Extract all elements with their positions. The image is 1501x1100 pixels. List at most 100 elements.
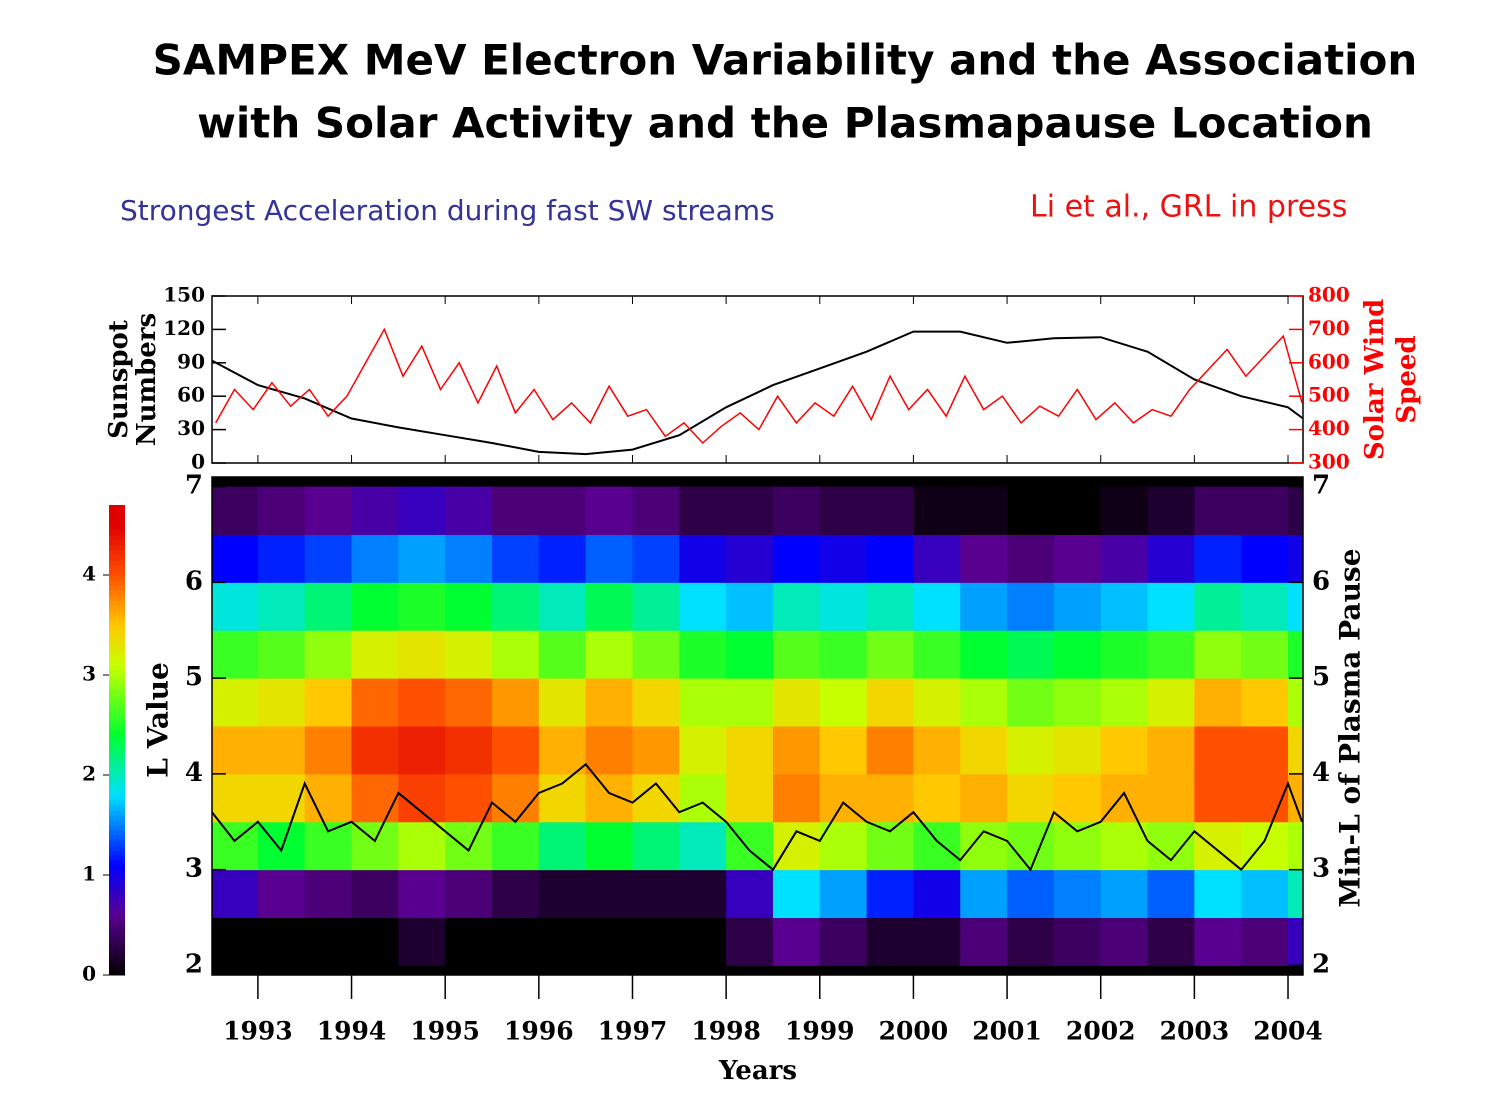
heat-cell [1053, 726, 1102, 775]
heat-cell [1147, 917, 1195, 966]
heat-cell [1147, 486, 1195, 535]
heat-cell [1007, 726, 1055, 775]
heat-cell [913, 486, 961, 535]
colorbar-step [109, 525, 125, 531]
heat-cell [257, 726, 306, 775]
y-tick-label: 30 [177, 416, 205, 440]
heat-cell [913, 678, 961, 727]
y-tick-label: 2 [1312, 949, 1330, 979]
heat-cell [398, 869, 446, 919]
heat-cell [819, 630, 868, 679]
heat-cell [1194, 773, 1242, 823]
heat-cell [866, 678, 914, 727]
heat-cell [632, 917, 680, 966]
heat-cell [304, 726, 353, 775]
colorbar-step [109, 620, 125, 626]
colorbar-step [109, 685, 125, 691]
heat-cell [212, 678, 259, 727]
data-line [211, 330, 1304, 456]
heat-cell [538, 582, 587, 631]
heat-cell [257, 917, 306, 966]
heat-cell [866, 486, 914, 535]
heat-cell [772, 486, 821, 535]
heat-cell [492, 917, 540, 966]
colorbar-step [109, 715, 125, 721]
heat-cell [1288, 630, 1304, 679]
heat-cell [960, 917, 1008, 966]
y-axis-label: Sunspot [104, 320, 134, 439]
heat-cell [819, 678, 868, 727]
heat-cell [398, 534, 446, 583]
heat-cell [1007, 678, 1055, 727]
heat-cell [1194, 630, 1242, 679]
heat-cell [913, 534, 961, 583]
heat-cell [212, 773, 259, 823]
x-axis-label: Years [718, 1056, 797, 1086]
colorbar-step [109, 875, 125, 881]
heat-cell [1100, 821, 1149, 871]
heat-cell [1194, 726, 1242, 775]
heat-cell [632, 773, 680, 823]
colorbar-step [109, 665, 125, 671]
heat-cell [1007, 534, 1055, 583]
colorbar-step [109, 660, 125, 666]
heat-cell [726, 869, 774, 919]
plot-frame [211, 476, 1304, 976]
colorbar-step [109, 820, 125, 826]
title-line: SAMPEX MeV Electron Variability and the … [153, 36, 1418, 85]
heat-cell [538, 678, 587, 727]
heat-cell [632, 534, 680, 583]
heat-cell [1053, 917, 1102, 966]
colorbar-step [109, 510, 125, 516]
heat-cell [1007, 773, 1055, 823]
heat-cell [212, 821, 259, 871]
heat-cell [1241, 773, 1289, 823]
colorbar-step [109, 605, 125, 611]
heat-cell [585, 821, 633, 871]
colorbar-step [109, 785, 125, 791]
heat-cell [772, 917, 821, 966]
heat-cell [1194, 534, 1242, 583]
heat-cell [1100, 917, 1149, 966]
heat-cell [866, 534, 914, 583]
heat-cell [1100, 486, 1149, 535]
colorbar-step [109, 895, 125, 901]
colorbar-step [109, 880, 125, 886]
heat-cell [1053, 678, 1102, 727]
heat-cell [679, 534, 727, 583]
heat-cell [1053, 869, 1102, 919]
heat-cell [351, 534, 399, 583]
heat-cell [1288, 726, 1304, 775]
y-tick-label: 800 [1308, 283, 1350, 307]
heat-cell [1241, 678, 1289, 727]
heat-cell [492, 726, 540, 775]
heat-cell [679, 582, 727, 631]
heat-cell [1241, 869, 1289, 919]
colorbar-step [109, 705, 125, 711]
heat-cell [585, 630, 633, 679]
y-tick-label: 500 [1308, 383, 1350, 407]
colorbar-step [109, 790, 125, 796]
heat-cell [726, 678, 774, 727]
colorbar-step [109, 515, 125, 521]
heat-cell [1288, 678, 1304, 727]
colorbar-tick-label: 1 [82, 862, 96, 886]
colorbar-step [109, 840, 125, 846]
y-tick-label: 6 [1312, 566, 1330, 596]
colorbar-step [109, 555, 125, 561]
heat-cell [1241, 534, 1289, 583]
heat-cell [492, 821, 540, 871]
colorbar-step [109, 530, 125, 536]
colorbar-step [109, 800, 125, 806]
colorbar-step [109, 740, 125, 746]
heat-cell [257, 773, 306, 823]
y-tick-label: 6 [185, 566, 203, 596]
heat-cell [1053, 773, 1102, 823]
colorbar-step [109, 595, 125, 601]
heat-cell [679, 773, 727, 823]
colorbar-step [109, 795, 125, 801]
heat-cell [492, 486, 540, 535]
colorbar-step [109, 735, 125, 741]
heat-cell [1007, 582, 1055, 631]
y-axis-label: Numbers [132, 313, 162, 446]
